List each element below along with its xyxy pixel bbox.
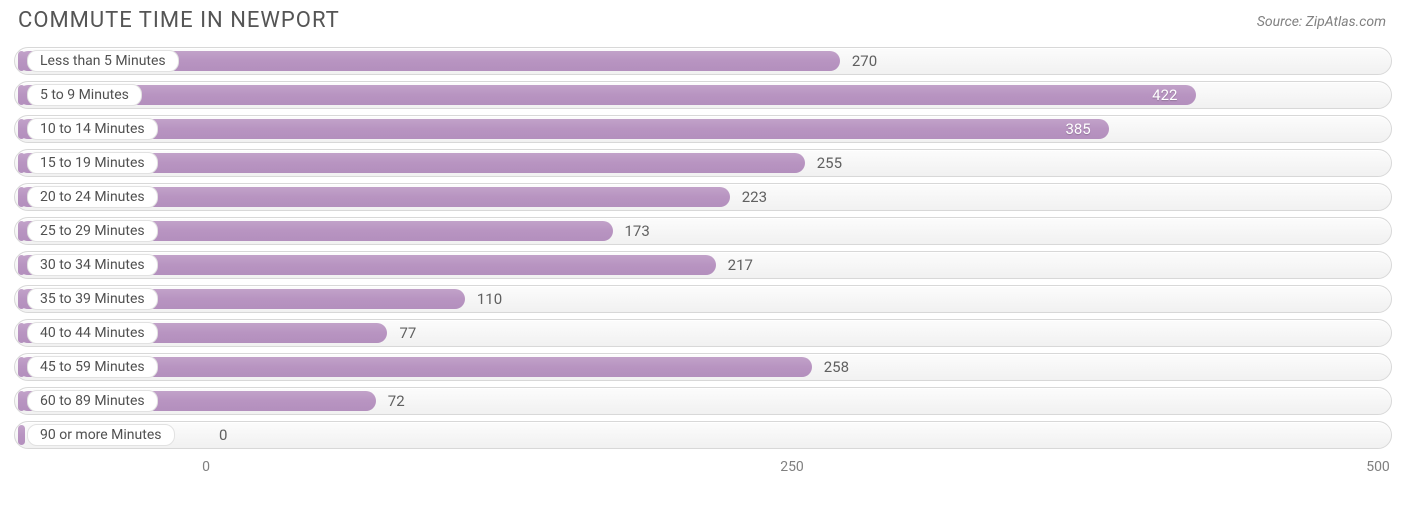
bar-row: 45 to 59 Minutes 258 [14, 353, 1392, 381]
bar-cap [18, 187, 25, 207]
x-axis-tick: 0 [202, 459, 210, 475]
bar-value-label: 223 [742, 188, 767, 206]
bar-value-label: 110 [477, 290, 502, 308]
bar-row: Less than 5 Minutes 270 [14, 47, 1392, 75]
chart-title: COMMUTE TIME IN NEWPORT [14, 8, 1392, 33]
bar-cap [18, 221, 25, 241]
bar-value-label: 270 [852, 52, 877, 70]
bar-row: 20 to 24 Minutes 223 [14, 183, 1392, 211]
bars-area: Less than 5 Minutes 270 5 to 9 Minutes 422 1… [14, 47, 1392, 449]
bar-value-label: 173 [625, 222, 650, 240]
bar-category-label: 90 or more Minutes [27, 424, 175, 446]
bar-value-label: 422 [1152, 86, 1177, 104]
x-axis: 0 250 500 [14, 455, 1392, 481]
bar-row: 15 to 19 Minutes 255 [14, 149, 1392, 177]
bar-row: 40 to 44 Minutes 77 [14, 319, 1392, 347]
bar-cap [18, 323, 25, 343]
bar-category-label: 45 to 59 Minutes [27, 356, 158, 378]
bar-category-label: 10 to 14 Minutes [27, 118, 158, 140]
bar-category-label: 60 to 89 Minutes [27, 390, 158, 412]
commute-time-chart: COMMUTE TIME IN NEWPORT Source: ZipAtlas… [0, 0, 1406, 523]
x-axis-tick: 500 [1366, 459, 1390, 475]
bar-category-label: 30 to 34 Minutes [27, 254, 158, 276]
bar-fill [18, 119, 1109, 139]
bar-row: 60 to 89 Minutes 72 [14, 387, 1392, 415]
bar-category-label: 25 to 29 Minutes [27, 220, 158, 242]
bar-category-label: 5 to 9 Minutes [27, 84, 142, 106]
bar-row: 25 to 29 Minutes 173 [14, 217, 1392, 245]
x-axis-tick: 250 [780, 459, 804, 475]
bar-category-label: 35 to 39 Minutes [27, 288, 158, 310]
bar-category-label: Less than 5 Minutes [27, 50, 179, 72]
bar-value-label: 72 [388, 392, 405, 410]
bar-value-label: 258 [824, 358, 849, 376]
bar-value-label: 217 [728, 256, 753, 274]
bar-category-label: 15 to 19 Minutes [27, 152, 158, 174]
bar-category-label: 40 to 44 Minutes [27, 322, 158, 344]
bar-value-label: 255 [817, 154, 842, 172]
bar-cap [18, 391, 25, 411]
bar-cap [18, 425, 25, 445]
bar-row: 30 to 34 Minutes 217 [14, 251, 1392, 279]
bar-row: 5 to 9 Minutes 422 [14, 81, 1392, 109]
bar-category-label: 20 to 24 Minutes [27, 186, 158, 208]
bar-cap [18, 119, 25, 139]
bar-value-label: 77 [399, 324, 416, 342]
bar-fill [18, 85, 1196, 105]
chart-source: Source: ZipAtlas.com [1257, 14, 1386, 30]
bar-value-label: 385 [1065, 120, 1090, 138]
bar-row: 10 to 14 Minutes 385 [14, 115, 1392, 143]
bar-cap [18, 153, 25, 173]
bar-cap [18, 51, 25, 71]
bar-value-label: 0 [219, 426, 227, 444]
bar-cap [18, 357, 25, 377]
bar-cap [18, 85, 25, 105]
bar-cap [18, 255, 25, 275]
bar-row: 90 or more Minutes 0 [14, 421, 1392, 449]
bar-cap [18, 289, 25, 309]
bar-row: 35 to 39 Minutes 110 [14, 285, 1392, 313]
